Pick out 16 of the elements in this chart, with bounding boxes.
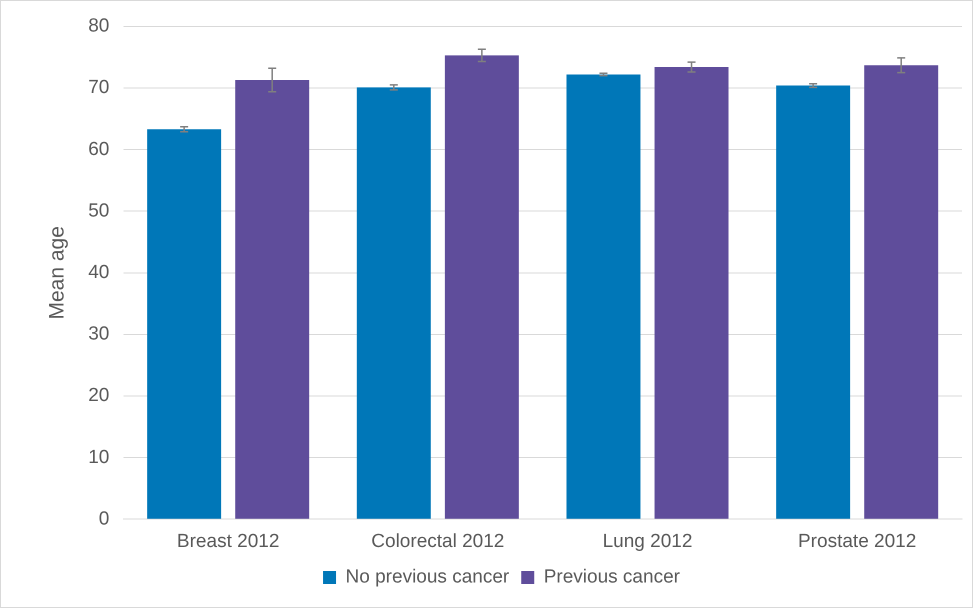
y-tick-label: 50: [88, 200, 110, 222]
legend-label: No previous cancer: [346, 566, 510, 588]
y-tick-label: 0: [98, 508, 110, 530]
y-tick-label: 20: [88, 385, 110, 406]
y-tick-label: 30: [88, 324, 110, 345]
x-tick-label: Breast 2012: [176, 530, 280, 552]
y-tick-label: 10: [88, 446, 110, 468]
y-axis-title: Mean age: [45, 226, 68, 320]
legend-label: Previous cancer: [544, 566, 681, 588]
y-tick-label: 80: [88, 16, 110, 37]
x-tick-label: Prostate 2012: [798, 530, 916, 552]
y-tick-label: 60: [88, 138, 110, 160]
y-tick-label: 70: [88, 77, 110, 98]
x-tick-label: Colorectal 2012: [371, 530, 504, 552]
x-tick-label: Lung 2012: [602, 530, 692, 552]
y-tick-label: 40: [88, 262, 110, 284]
